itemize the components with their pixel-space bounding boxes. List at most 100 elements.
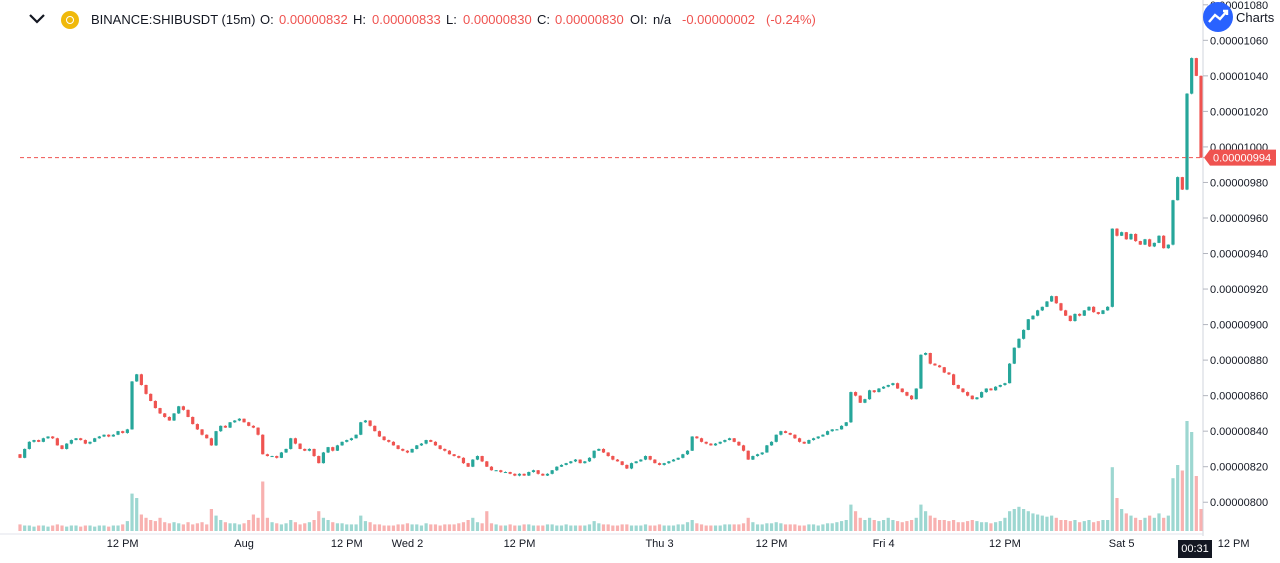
volume-bar	[839, 521, 844, 531]
candle-body	[597, 448, 601, 451]
volume-bar	[18, 524, 22, 531]
candle-body	[265, 454, 270, 457]
candle-body	[821, 434, 825, 437]
volume-bar	[919, 504, 923, 531]
close-label: C:	[537, 12, 550, 27]
volume-bar	[1045, 516, 1049, 531]
symbol-title[interactable]: BINANCE:SHIBUSDT (15m)	[91, 12, 256, 27]
volume-bar	[97, 525, 101, 531]
candle-body	[55, 438, 59, 446]
candle-body	[1050, 296, 1054, 302]
candle-body	[1190, 58, 1194, 94]
volume-bar	[676, 524, 680, 531]
volume-bar	[307, 522, 312, 531]
candle-body	[326, 447, 330, 453]
volume-bar	[205, 524, 209, 531]
candle-body	[74, 438, 78, 441]
candle-body	[471, 459, 475, 467]
candle-body	[1054, 296, 1058, 304]
volume-bar	[191, 524, 195, 531]
change-percent: (-0.24%)	[766, 12, 816, 27]
candle-body	[256, 427, 260, 435]
volume-bar	[1194, 476, 1198, 531]
volume-bar	[242, 523, 246, 531]
close-value: 0.00000830	[555, 12, 624, 27]
volume-bar	[779, 523, 783, 531]
volume-bar	[443, 524, 447, 531]
volume-bar	[111, 525, 115, 531]
volume-bar	[643, 524, 648, 531]
volume-bar	[65, 526, 69, 531]
candle-body	[657, 463, 662, 465]
candle-body	[111, 434, 115, 437]
volume-bar	[177, 523, 181, 531]
candle-body	[1022, 329, 1026, 339]
volume-bar	[209, 509, 213, 531]
candle-body	[592, 450, 596, 458]
volume-bar	[83, 525, 87, 531]
candle-body	[573, 459, 578, 462]
candle-body	[741, 445, 746, 451]
candle-body	[279, 452, 284, 458]
chevron-down-icon[interactable]	[28, 12, 46, 26]
volume-bar	[947, 521, 951, 531]
volume-bar	[877, 521, 881, 531]
candle-body	[886, 384, 890, 387]
tradingview-logo-icon[interactable]	[1203, 2, 1233, 32]
candle-body	[1110, 228, 1114, 307]
volume-bar	[1022, 509, 1026, 531]
candle-body	[919, 354, 923, 389]
candle-body	[321, 452, 326, 464]
volume-bar	[144, 517, 148, 531]
volume-bar	[331, 522, 335, 531]
candle-body	[1157, 235, 1161, 243]
volume-bar	[998, 521, 1002, 531]
volume-bar	[265, 517, 270, 531]
volume-bar	[914, 517, 918, 531]
candle-body	[690, 436, 694, 451]
volume-bar	[51, 525, 55, 531]
volume-bar	[289, 520, 293, 531]
volume-bar	[615, 525, 620, 531]
candle-body	[881, 386, 886, 389]
volume-bar	[872, 520, 876, 531]
price-axis[interactable]: 0.00000800 0.00000820 0.00000840 0.00000860…	[1203, 0, 1268, 509]
candlesticks	[18, 57, 1203, 477]
volume-bar	[116, 525, 120, 531]
y-tick-label: 0.00000820	[1210, 462, 1268, 474]
candle-body	[933, 363, 937, 366]
candle-body	[489, 466, 494, 471]
candle-body	[284, 448, 288, 453]
candle-body	[438, 445, 442, 449]
volume-bar	[219, 520, 223, 531]
volume-bar	[1143, 517, 1147, 531]
volume-bar	[545, 524, 550, 531]
volume-bar	[186, 522, 190, 531]
volume-bar	[966, 521, 970, 531]
last-price-label: 0.00000994	[1213, 153, 1271, 165]
candle-body	[1087, 306, 1091, 311]
volume-bar	[695, 523, 699, 531]
y-tick-label: 0.00000920	[1210, 284, 1268, 296]
open-value: 0.00000832	[279, 12, 348, 27]
candle-body	[746, 450, 750, 460]
time-axis[interactable]: 12 PM Aug 12 PM Wed 2 12 PM Thu 3 12 PM Fri 4 12…	[107, 538, 1250, 550]
candle-body	[807, 440, 811, 444]
x-tick-label: Sat 5	[1109, 538, 1135, 550]
candle-body	[704, 441, 708, 444]
volume-bar	[653, 525, 657, 531]
volume-bar	[485, 511, 489, 531]
candle-body	[1115, 228, 1119, 236]
candle-body	[872, 390, 876, 393]
brand-label[interactable]: Charts	[1236, 10, 1275, 25]
candle-body	[163, 413, 167, 417]
candle-body	[461, 457, 466, 464]
volume-bar	[522, 524, 526, 531]
volume-bar	[559, 525, 564, 531]
candle-body	[46, 436, 50, 439]
x-tick-label: 12 PM	[504, 538, 536, 550]
volume-bar	[452, 524, 456, 531]
candle-body	[359, 422, 363, 435]
volume-bar	[312, 520, 316, 531]
